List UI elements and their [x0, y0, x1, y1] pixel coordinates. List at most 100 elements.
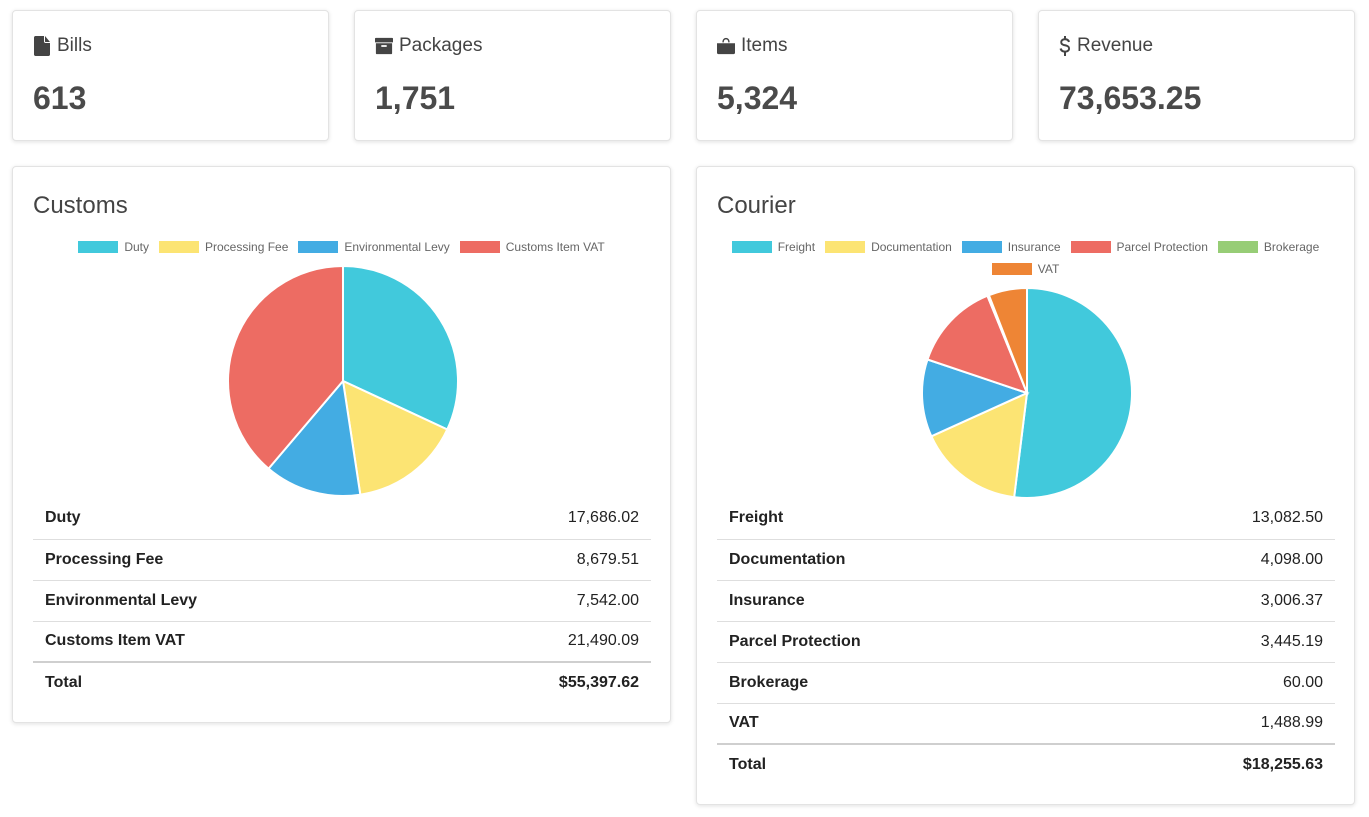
legend-swatch: [159, 241, 199, 253]
row-label: Customs Item VAT: [33, 620, 422, 662]
legend-label: Freight: [777, 240, 816, 254]
pie-slice-duty[interactable]: [342, 265, 459, 431]
stat-label: Items: [741, 35, 788, 56]
legend-item-freight[interactable]: Freight: [731, 239, 816, 255]
pie-slice-vat[interactable]: [987, 287, 1028, 394]
legend-label: Processing Fee: [205, 240, 289, 254]
row-label: Freight: [729, 509, 784, 527]
table-row: Duty 17,686.02: [33, 498, 651, 539]
pie-slice-environmental-levy[interactable]: [267, 378, 362, 497]
row-value: 1,488.99: [1087, 702, 1335, 744]
legend-item-customs-item-vat[interactable]: Customs Item VAT: [459, 239, 605, 255]
customs-panel: Customs Duty Processing Fee Environmental …: [12, 166, 671, 723]
stat-card-bills: Bills 613: [12, 10, 329, 141]
pie-slice-customs-item-vat[interactable]: [227, 265, 344, 471]
total-value: $55,397.62: [421, 661, 651, 703]
pie-slice-insurance[interactable]: [921, 358, 1030, 438]
customs-pie-chart: [227, 265, 459, 497]
chart-legend: Freight Documentation Insurance Parcel Prot…: [717, 239, 1334, 277]
stat-card-revenue: Revenue 73,653.25: [1038, 10, 1355, 141]
legend-label: Duty: [124, 240, 149, 254]
table-row: Parcel Protection 3,445.19: [717, 620, 1335, 662]
stat-label: Bills: [57, 35, 92, 56]
legend-label: VAT: [1037, 262, 1060, 276]
legend-item-processing-fee[interactable]: Processing Fee: [159, 239, 288, 255]
file-icon: [34, 36, 50, 56]
row-value: 13,082.50: [1251, 509, 1323, 527]
row-value: 3,445.19: [1087, 620, 1335, 662]
stat-title: Items: [717, 35, 787, 57]
table-row: Customs Item VAT 21,490.09: [33, 620, 651, 662]
total-row: Total $18,255.63: [717, 743, 1335, 785]
pie-slice-processing-fee[interactable]: [341, 379, 449, 496]
customs-table: Duty 17,686.02 Processing Fee 8,679.51 Env…: [33, 498, 651, 703]
legend-label: Brokerage: [1263, 240, 1320, 254]
table-row: Freight 13,082.50: [717, 498, 1335, 539]
legend-label: Customs Item VAT: [505, 240, 605, 254]
stat-card-packages: Packages 1,751: [354, 10, 671, 141]
legend-label: Environmental Levy: [344, 240, 450, 254]
legend-swatch: [825, 241, 866, 253]
legend-item-environmental-levy[interactable]: Environmental Levy: [298, 239, 450, 255]
row-value: 17,686.02: [567, 509, 639, 527]
shopping-bag-icon: [717, 37, 735, 55]
courier-panel: Courier Freight Documentation Insurance Par…: [696, 166, 1355, 805]
panel-title: Customs: [33, 192, 128, 219]
chart-legend: Duty Processing Fee Environmental Levy Cust…: [33, 239, 650, 255]
legend-swatch: [991, 263, 1032, 275]
pie-slice-parcel-protection[interactable]: [926, 294, 1029, 395]
stat-value: 1,751: [375, 80, 456, 116]
legend-label: Parcel Protection: [1116, 240, 1208, 254]
row-label: Duty: [45, 509, 81, 527]
row-label: Processing Fee: [33, 538, 422, 580]
table-row: Documentation 4,098.00: [717, 538, 1335, 580]
table-row: VAT 1,488.99: [717, 702, 1335, 744]
pie-slice-documentation[interactable]: [930, 391, 1029, 499]
row-value: 60.00: [1087, 661, 1335, 703]
table-row: Environmental Levy 7,542.00: [33, 579, 651, 621]
row-label: Environmental Levy: [33, 579, 422, 621]
legend-item-parcel-protection[interactable]: Parcel Protection: [1070, 239, 1208, 255]
stat-value: 73,653.25: [1059, 80, 1202, 116]
legend-item-brokerage[interactable]: Brokerage: [1217, 239, 1320, 255]
legend-item-documentation[interactable]: Documentation: [825, 239, 952, 255]
stat-card-items: Items 5,324: [696, 10, 1013, 141]
row-label: Parcel Protection: [717, 620, 1088, 662]
row-value: 7,542.00: [421, 579, 651, 621]
table-row: Brokerage 60.00: [717, 661, 1335, 703]
stat-label: Packages: [399, 35, 483, 56]
row-value: 8,679.51: [421, 538, 651, 580]
legend-item-vat[interactable]: VAT: [991, 261, 1060, 277]
row-label: Brokerage: [717, 661, 1088, 703]
legend-label: Insurance: [1007, 240, 1061, 254]
courier-pie-chart: [921, 287, 1133, 499]
dollar-icon: [1059, 36, 1070, 56]
total-row: Total $55,397.62: [33, 661, 651, 703]
table-row: Processing Fee 8,679.51: [33, 538, 651, 580]
stat-value: 5,324: [717, 80, 798, 116]
panel-title: Courier: [717, 192, 796, 219]
table-row: Insurance 3,006.37: [717, 579, 1335, 621]
stat-label: Revenue: [1077, 35, 1154, 56]
archive-icon: [375, 37, 393, 55]
row-value: 4,098.00: [1087, 538, 1335, 580]
courier-table: Freight 13,082.50 Documentation 4,098.00 I…: [717, 498, 1335, 785]
row-label: Insurance: [717, 579, 1088, 621]
total-value: $18,255.63: [1087, 743, 1335, 785]
legend-swatch: [961, 241, 1002, 253]
legend-swatch: [459, 241, 500, 253]
row-value: 3,006.37: [1087, 579, 1335, 621]
total-label: Total: [717, 743, 1088, 785]
total-label: Total: [33, 661, 422, 703]
legend-item-duty[interactable]: Duty: [78, 239, 149, 255]
legend-swatch: [1217, 241, 1258, 253]
stat-title: Bills: [33, 35, 92, 57]
stat-title: Revenue: [1059, 35, 1153, 57]
legend-swatch: [298, 241, 339, 253]
row-label: VAT: [717, 702, 1088, 744]
row-value: 21,490.09: [421, 620, 651, 662]
pie-slice-freight[interactable]: [1013, 287, 1133, 499]
legend-label: Documentation: [871, 240, 952, 254]
stat-title: Packages: [375, 35, 482, 57]
legend-item-insurance[interactable]: Insurance: [961, 239, 1061, 255]
